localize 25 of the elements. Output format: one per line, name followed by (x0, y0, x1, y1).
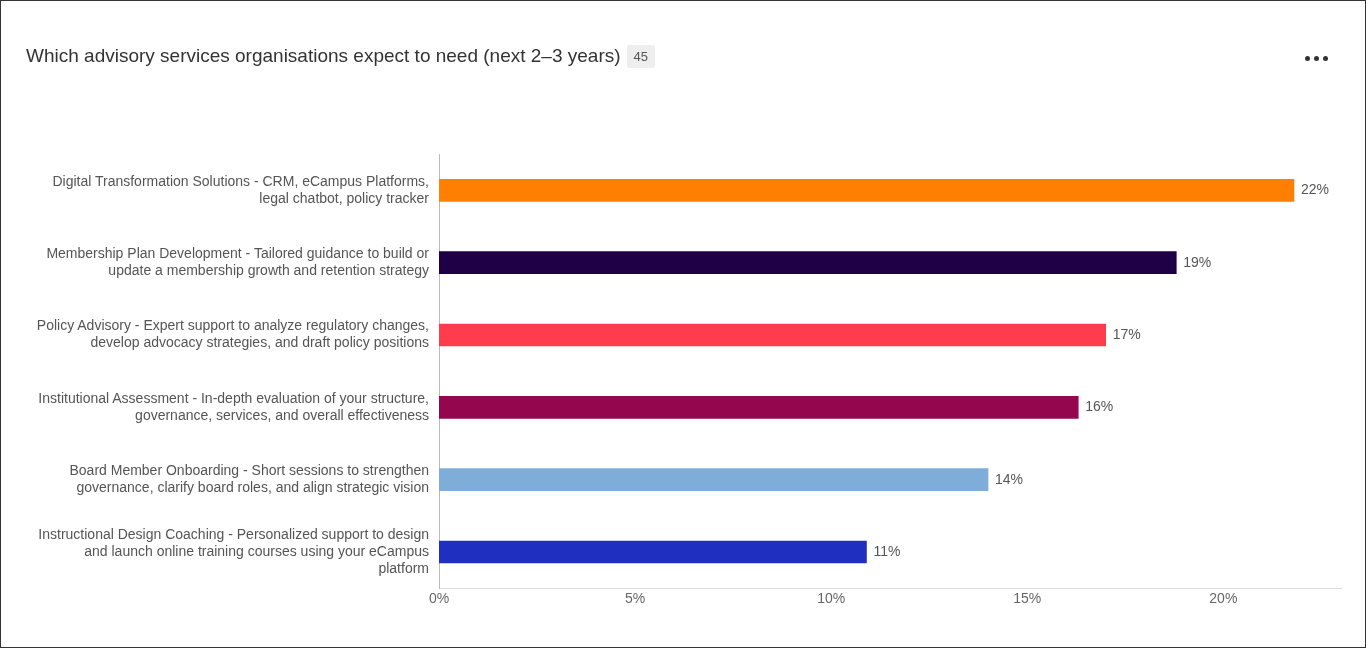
data-label: 22% (1300, 181, 1329, 198)
data-label: 16% (1085, 398, 1114, 415)
x-tick-label: 0% (428, 590, 450, 607)
y-tick-label: Board Member Onboarding - Short sessions to strengthen governance, clarify board roles, and align strategic vision (69, 462, 429, 495)
data-label: 11% (873, 542, 901, 559)
chart-subtitle: 45 (626, 45, 656, 69)
bar (439, 468, 989, 492)
data-label: 17% (1112, 325, 1141, 342)
x-tick-label: 20% (1209, 590, 1238, 607)
x-tick-label: 15% (1013, 590, 1042, 607)
y-tick-label: Digital Transformation Solutions - CRM, eCampus Platforms, legal chatbot, policy tracker (52, 172, 430, 206)
chart-title: Which advisory services organisations expect to need (next 2–3 years) (26, 45, 621, 66)
bar (439, 323, 1107, 347)
y-tick-label: Membership Plan Development - Tailored guidance to build or update a membership growth and retention strategy (46, 245, 430, 278)
data-label: 19% (1183, 253, 1212, 270)
y-tick-label: Instructional Design Coaching - Personalized support to design and launch online training courses using your eCampus platform (38, 526, 429, 576)
bar (439, 251, 1177, 275)
bar (439, 179, 1295, 202)
x-tick-label: 5% (624, 590, 646, 607)
x-tick-label: 10% (817, 590, 846, 607)
y-tick-label: Institutional Assessment - In-depth evaluation of your structure, governance, services, and overall effectiveness (38, 389, 429, 423)
bar (439, 396, 1079, 419)
y-tick-label: Policy Advisory - Expert support to analyze regulatory changes, develop advocacy strategies, and draft policy positions (36, 317, 429, 351)
data-label: 14% (995, 470, 1024, 487)
bar (439, 540, 867, 564)
